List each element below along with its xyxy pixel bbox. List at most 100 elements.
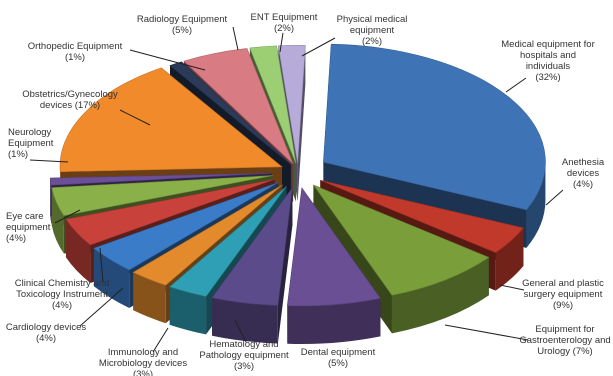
slice-label-line: surgery equipment bbox=[524, 289, 603, 300]
slice-label: Physical medical equipment (2%) bbox=[337, 14, 408, 47]
leader-line bbox=[152, 327, 169, 353]
slice-label-line: Equipment bbox=[8, 138, 54, 149]
slice-label: Cardiology devices (4%) bbox=[6, 322, 87, 344]
slice-label-line: devices bbox=[567, 168, 599, 179]
slice-label-line: equipment bbox=[350, 25, 395, 36]
leader-line bbox=[79, 287, 124, 327]
pie-slice bbox=[132, 184, 283, 286]
slice-label: Radiology Equipment (5%) bbox=[137, 14, 228, 36]
slice-label-line: individuals bbox=[526, 61, 571, 72]
slice-label-line: Obstetrics/Gynecology bbox=[22, 89, 118, 100]
pie-slice bbox=[59, 67, 283, 173]
leader-line bbox=[232, 26, 239, 51]
pie-slice bbox=[169, 186, 287, 297]
slice-label-line: (3%) bbox=[234, 361, 254, 372]
slice-label-line: (2%) bbox=[362, 36, 382, 47]
slice-label-line: (5%) bbox=[172, 25, 192, 36]
slice-label-line: (4%) bbox=[36, 333, 56, 344]
leader-line bbox=[54, 209, 81, 224]
pie-tops bbox=[49, 43, 546, 307]
slice-label-line: devices (17%) bbox=[40, 100, 100, 111]
slice-label-line: Eye care bbox=[6, 211, 44, 222]
leader-line bbox=[545, 189, 564, 206]
leader-line bbox=[505, 77, 527, 93]
pie-slice bbox=[286, 187, 381, 307]
slice-label-line: Clinical Chemistry and bbox=[15, 278, 110, 289]
slice-label-line: Urology (7%) bbox=[537, 346, 592, 357]
slice-label: Clinical Chemistry and Toxicology Instrum… bbox=[15, 278, 110, 311]
leader-line bbox=[301, 37, 336, 57]
pie-slice-rim bbox=[133, 272, 166, 324]
slice-label: Obstetrics/Gynecology devices (17%) bbox=[22, 89, 118, 111]
slice-label-line: Hematology and bbox=[209, 339, 278, 350]
leader-line bbox=[119, 109, 151, 126]
slice-label-line: (3%) bbox=[133, 369, 153, 376]
slice-label: Medical equipment for hospitals and indivi… bbox=[501, 39, 594, 83]
slice-label-line: equipment bbox=[6, 222, 51, 233]
slice-label-line: Immunology and bbox=[108, 347, 178, 358]
pie-slice-rim bbox=[526, 162, 546, 248]
slice-label-line: (9%) bbox=[553, 300, 573, 311]
leader-line bbox=[99, 247, 104, 283]
slice-label: Eye care equipment (4%) bbox=[6, 211, 51, 244]
slice-label-line: (32%) bbox=[535, 72, 560, 83]
leader-line bbox=[234, 319, 247, 343]
slice-label: Anethesia devices (4%) bbox=[562, 157, 605, 190]
slice-label: Hematology and Pathology equipment (3%) bbox=[199, 339, 289, 372]
slice-label-line: Medical equipment for bbox=[501, 39, 594, 50]
slice-label: ENT Equipment (2%) bbox=[251, 12, 318, 34]
pie-slice bbox=[211, 186, 293, 306]
slice-label-line: Physical medical bbox=[337, 14, 408, 25]
slice-label-line: Gastroenterology and bbox=[519, 335, 610, 346]
slice-label: Neurology Equipment (1%) bbox=[8, 127, 54, 160]
pie-slice-rim bbox=[51, 187, 64, 254]
pie-slice bbox=[51, 175, 273, 216]
slice-label-line: Radiology Equipment bbox=[137, 14, 228, 25]
slice-label-line: Orthopedic Equipment bbox=[28, 41, 123, 52]
slice-label-line: Anethesia bbox=[562, 157, 605, 168]
pie-slice-rim bbox=[50, 178, 52, 224]
slice-label-line: Dental equipment bbox=[301, 347, 376, 358]
pie-slice-rim bbox=[212, 297, 278, 344]
slice-label-line: (4%) bbox=[52, 300, 72, 311]
pie-slice-rim bbox=[391, 257, 489, 334]
pie-slice-rim bbox=[169, 286, 207, 335]
slice-label-line: Microbiology devices bbox=[99, 358, 187, 369]
pie-slice-rim bbox=[495, 227, 524, 291]
slice-label: Dental equipment (5%) bbox=[301, 347, 376, 369]
slice-label: Equipment for Gastroenterology and Urology… bbox=[519, 324, 610, 357]
slice-label-line: ENT Equipment bbox=[251, 12, 318, 23]
leader-line bbox=[129, 49, 206, 71]
pie-slice bbox=[312, 184, 490, 296]
slice-label-line: Cardiology devices bbox=[6, 322, 87, 333]
slice-label-line: hospitals and bbox=[520, 50, 576, 61]
pie-slice bbox=[277, 45, 306, 164]
pie-slice bbox=[65, 178, 275, 246]
pie-slice bbox=[249, 45, 297, 164]
pie-slice bbox=[49, 172, 273, 186]
leader-line bbox=[499, 284, 525, 291]
pie-slice bbox=[169, 61, 291, 165]
leader-line bbox=[279, 32, 284, 53]
slice-label-line: (5%) bbox=[328, 358, 348, 369]
slice-label-line: General and plastic bbox=[522, 278, 604, 289]
slice-label-line: Neurology bbox=[8, 127, 52, 138]
pie-slice-wall bbox=[297, 45, 306, 202]
slice-label-line: (4%) bbox=[573, 179, 593, 190]
slice-label-line: Pathology equipment bbox=[199, 350, 289, 361]
slice-label-line: Toxicology Instrument bbox=[16, 289, 108, 300]
pie-labels: Medical equipment for hospitals and indivi… bbox=[6, 12, 611, 376]
slice-label-line: (1%) bbox=[8, 149, 28, 160]
pie-slice-rim bbox=[93, 248, 130, 308]
leader-line bbox=[444, 324, 529, 341]
pie-slice bbox=[183, 48, 294, 165]
pie-slice-rim bbox=[65, 219, 91, 283]
leader-line bbox=[29, 159, 69, 163]
pie-slice bbox=[93, 182, 279, 271]
slice-label: Immunology and Microbiology devices (3%) bbox=[99, 347, 187, 376]
slice-label: General and plastic surgery equipment (9%) bbox=[522, 278, 604, 311]
pie-slice bbox=[323, 43, 546, 211]
pie-slice bbox=[320, 179, 524, 253]
